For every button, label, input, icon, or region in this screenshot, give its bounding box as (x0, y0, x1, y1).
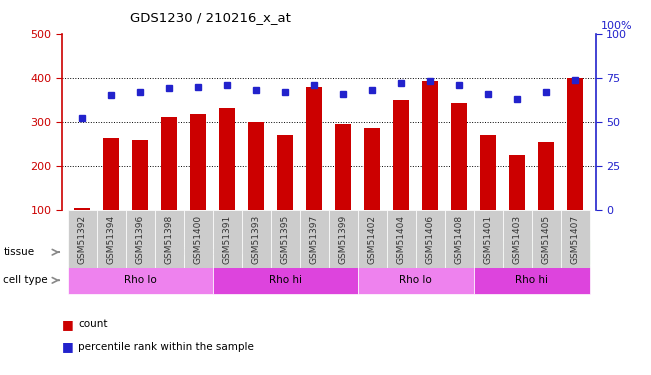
Bar (358, 210, 387, 268)
Bar (358, 240, 590, 264)
Bar (451, 103, 467, 210)
Bar (219, 108, 235, 210)
Bar (480, 135, 496, 210)
Bar (271, 210, 299, 268)
Bar (503, 210, 532, 268)
Bar (329, 210, 358, 268)
Bar (561, 210, 590, 268)
Text: Rho hi: Rho hi (269, 275, 301, 285)
Text: GSM51403: GSM51403 (513, 214, 522, 264)
Bar (335, 124, 352, 210)
Bar (445, 210, 474, 268)
Bar (387, 210, 416, 268)
Bar (96, 210, 126, 268)
Text: GSM51396: GSM51396 (135, 214, 145, 264)
Bar (155, 210, 184, 268)
Text: bone marrow: bone marrow (439, 247, 508, 257)
Text: GSM51400: GSM51400 (194, 214, 202, 264)
Bar (248, 122, 264, 210)
Bar (568, 78, 583, 210)
Text: Rho lo: Rho lo (400, 275, 432, 285)
Text: Rho lo: Rho lo (124, 275, 156, 285)
Bar (422, 81, 438, 210)
Bar (213, 266, 358, 294)
Text: GSM51407: GSM51407 (571, 214, 580, 264)
Bar (365, 128, 380, 210)
Text: GSM51394: GSM51394 (107, 214, 116, 264)
Bar (416, 210, 445, 268)
Bar (538, 142, 554, 210)
Text: GSM51398: GSM51398 (165, 214, 174, 264)
Text: GSM51402: GSM51402 (368, 214, 377, 264)
Text: cell type: cell type (3, 275, 48, 285)
Text: GSM51395: GSM51395 (281, 214, 290, 264)
Text: GSM51399: GSM51399 (339, 214, 348, 264)
Bar (299, 210, 329, 268)
Bar (132, 140, 148, 210)
Bar (126, 210, 155, 268)
Bar (104, 138, 119, 210)
Bar (161, 117, 177, 210)
Bar (393, 100, 409, 210)
Bar (474, 266, 590, 294)
Text: GSM51401: GSM51401 (484, 214, 493, 264)
Bar (509, 155, 525, 210)
Text: GSM51397: GSM51397 (310, 214, 319, 264)
Bar (532, 210, 561, 268)
Text: GSM51393: GSM51393 (252, 214, 260, 264)
Bar (242, 210, 271, 268)
Bar (213, 210, 242, 268)
Bar (68, 240, 358, 264)
Bar (277, 135, 293, 210)
Text: GSM51406: GSM51406 (426, 214, 435, 264)
Bar (68, 266, 213, 294)
Bar (306, 87, 322, 210)
Text: count: count (78, 320, 107, 329)
Text: GSM51408: GSM51408 (455, 214, 464, 264)
Text: ■: ■ (62, 318, 74, 331)
Text: GDS1230 / 210216_x_at: GDS1230 / 210216_x_at (130, 11, 291, 24)
Text: GSM51405: GSM51405 (542, 214, 551, 264)
Bar (74, 208, 90, 210)
Bar (184, 210, 213, 268)
Bar (358, 266, 474, 294)
Text: GSM51392: GSM51392 (77, 214, 87, 264)
Text: tissue: tissue (3, 247, 35, 257)
Text: Rho hi: Rho hi (516, 275, 548, 285)
Text: percentile rank within the sample: percentile rank within the sample (78, 342, 254, 352)
Text: 100%: 100% (602, 21, 633, 31)
Text: ■: ■ (62, 340, 74, 353)
Text: GSM51391: GSM51391 (223, 214, 232, 264)
Text: GSM51404: GSM51404 (397, 214, 406, 264)
Bar (68, 210, 96, 268)
Text: umbilical cord blood: umbilical cord blood (159, 247, 266, 257)
Bar (190, 114, 206, 210)
Bar (474, 210, 503, 268)
